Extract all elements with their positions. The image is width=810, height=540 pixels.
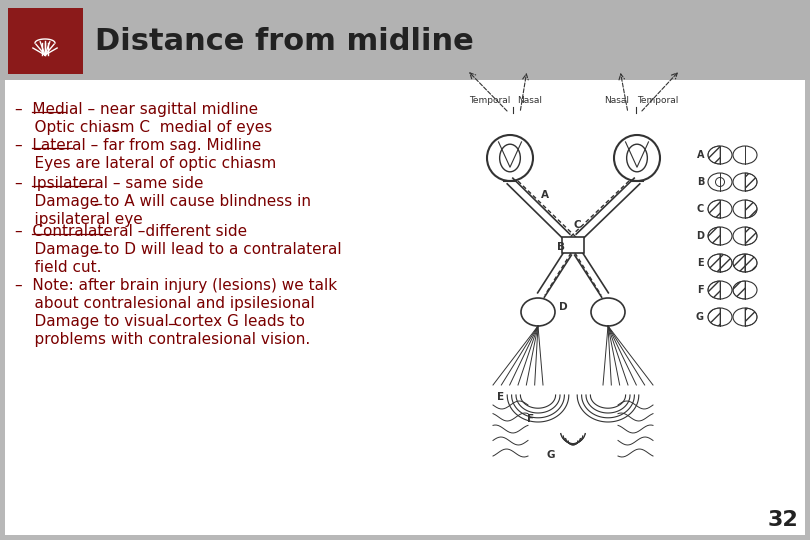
Text: –  Lateral – far from sag. Midline: – Lateral – far from sag. Midline [15, 138, 262, 153]
Text: E: E [497, 392, 505, 402]
Text: 32: 32 [767, 510, 798, 530]
Text: –  Contralateral –different side: – Contralateral –different side [15, 224, 247, 239]
Bar [0, 0, 810, 80]
Text: Nasal: Nasal [518, 96, 543, 105]
Text: –  Medial – near sagittal midline: – Medial – near sagittal midline [15, 102, 258, 117]
Text: problems with contralesional vision.: problems with contralesional vision. [15, 332, 310, 347]
Bar [8, 8, 83, 74]
Text: D: D [559, 302, 567, 312]
Text: Damage to visual cortex G leads to: Damage to visual cortex G leads to [15, 314, 305, 329]
Text: C: C [573, 220, 581, 230]
Text: A: A [697, 150, 704, 160]
Text: about contralesional and ipsilesional: about contralesional and ipsilesional [15, 296, 315, 311]
Text: C: C [697, 204, 704, 214]
Text: Temporal: Temporal [637, 96, 679, 105]
Text: D: D [696, 231, 704, 241]
Text: A: A [541, 190, 549, 200]
Text: –  Note: after brain injury (lesions) we talk: – Note: after brain injury (lesions) we … [15, 278, 337, 293]
Text: Optic chiasm C  medial of eyes: Optic chiasm C medial of eyes [15, 120, 272, 135]
Text: G: G [696, 312, 704, 322]
Text: F: F [697, 285, 704, 295]
Text: Temporal: Temporal [469, 96, 510, 105]
Text: E: E [697, 258, 704, 268]
Bar [5, 80, 805, 535]
Text: Eyes are lateral of optic chiasm: Eyes are lateral of optic chiasm [15, 156, 276, 171]
Bar [562, 237, 584, 253]
Text: G: G [547, 450, 555, 460]
Text: F: F [527, 414, 535, 424]
Text: –  Ipsilateral – same side: – Ipsilateral – same side [15, 176, 203, 191]
Text: B: B [697, 177, 704, 187]
Text: B: B [557, 242, 565, 252]
Text: Distance from midline: Distance from midline [95, 26, 474, 56]
Text: Nasal: Nasal [604, 96, 629, 105]
Text: ipsilateral eye: ipsilateral eye [15, 212, 143, 227]
Text: Damage to A will cause blindness in: Damage to A will cause blindness in [15, 194, 311, 209]
Text: field cut.: field cut. [15, 260, 101, 275]
Text: Damage to D will lead to a contralateral: Damage to D will lead to a contralateral [15, 242, 342, 257]
